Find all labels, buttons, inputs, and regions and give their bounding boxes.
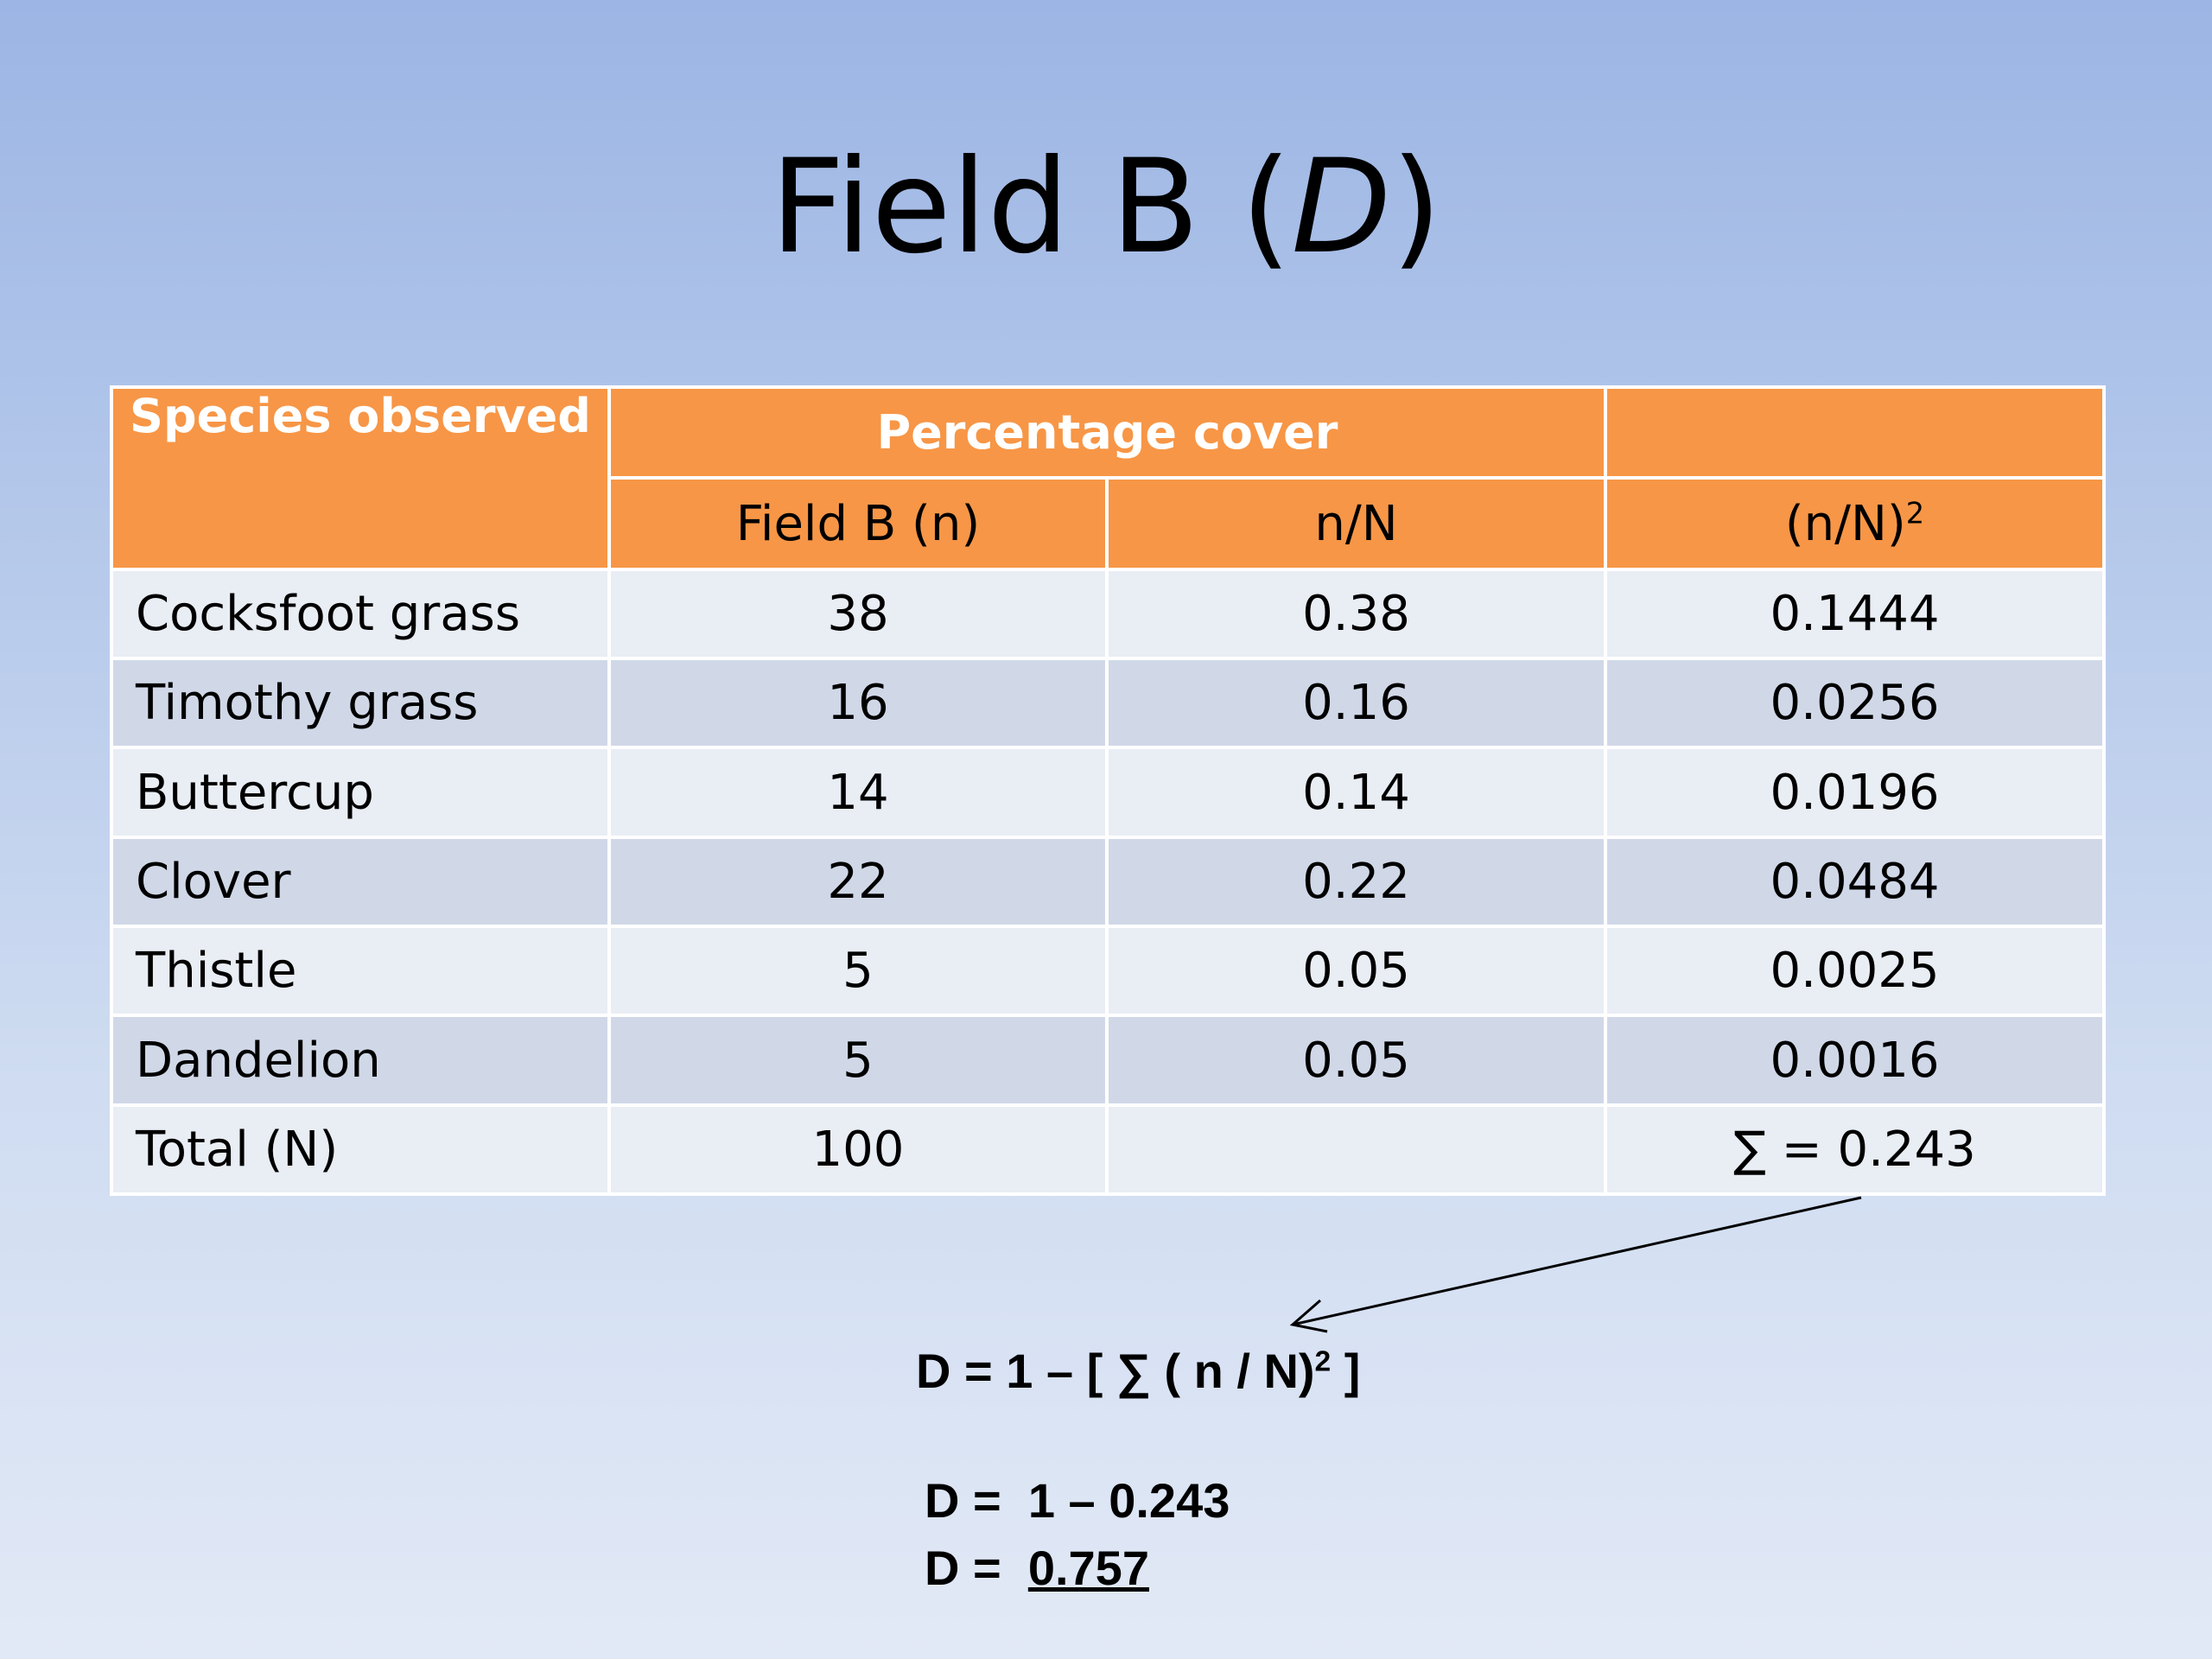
header-squared-sup: 2 bbox=[1905, 495, 1925, 530]
cell-field-b-n: 14 bbox=[607, 746, 1109, 839]
cell-n-over-n: 0.16 bbox=[1105, 657, 1607, 750]
header-field-b-n: Field B (n) bbox=[607, 476, 1109, 571]
table-row: Clover 22 0.22 0.0484 bbox=[110, 835, 2106, 929]
formula-definition: D = 1 – [ ∑ ( n / N)2 ] bbox=[916, 1341, 1360, 1402]
title-text: Field B ( bbox=[770, 132, 1292, 283]
cell-n-over-n-squared: 0.0025 bbox=[1604, 925, 2106, 1018]
table-row: Cocksfoot grass 38 0.38 0.1444 bbox=[110, 567, 2106, 661]
cell-species: Thistle bbox=[110, 925, 611, 1018]
cell-n-over-n: 0.14 bbox=[1105, 746, 1607, 839]
header-n-over-n: n/N bbox=[1105, 476, 1607, 571]
table-row: Buttercup 14 0.14 0.0196 bbox=[110, 746, 2106, 839]
table-total-row: Total (N) 100 ∑ = 0.243 bbox=[110, 1103, 2106, 1197]
slide-title: Field B (D) bbox=[0, 138, 2212, 276]
formula-definition-end: ] bbox=[1331, 1344, 1361, 1398]
cell-species: Cocksfoot grass bbox=[110, 567, 611, 661]
cell-n-over-n-squared: 0.0256 bbox=[1604, 657, 2106, 750]
cell-n-over-n-squared: 0.1444 bbox=[1604, 567, 2106, 661]
title-close-paren: ) bbox=[1391, 132, 1442, 283]
title-italic-d: D bbox=[1291, 132, 1391, 283]
cell-n-over-n: 0.05 bbox=[1105, 1014, 1607, 1107]
table-row: Dandelion 5 0.05 0.0016 bbox=[110, 1014, 2106, 1107]
header-empty bbox=[1604, 385, 2106, 480]
cell-n-over-n-squared: 0.0196 bbox=[1604, 746, 2106, 839]
header-n-over-n-squared: (n/N)2 bbox=[1604, 476, 2106, 571]
total-sum: ∑ = 0.243 bbox=[1604, 1103, 2106, 1197]
table-row: Thistle 5 0.05 0.0025 bbox=[110, 925, 2106, 1018]
table-body: Cocksfoot grass 38 0.38 0.1444 Timothy grass… bbox=[110, 567, 2106, 1107]
cell-n-over-n-squared: 0.0016 bbox=[1604, 1014, 2106, 1107]
cell-field-b-n: 38 bbox=[607, 567, 1109, 661]
cell-field-b-n: 5 bbox=[607, 1014, 1109, 1107]
formula-result: D = 0.757 bbox=[925, 1538, 1149, 1599]
cell-species: Clover bbox=[110, 835, 611, 929]
cell-n-over-n: 0.22 bbox=[1105, 835, 1607, 929]
cell-field-b-n: 5 bbox=[607, 925, 1109, 1018]
cell-species: Dandelion bbox=[110, 1014, 611, 1107]
cell-field-b-n: 16 bbox=[607, 657, 1109, 750]
species-table: Species observed Percentage cover Field … bbox=[110, 385, 2106, 1197]
table-group-header-row: Species observed Percentage cover bbox=[110, 385, 2106, 571]
table-row: Timothy grass 16 0.16 0.0256 bbox=[110, 657, 2106, 750]
formula-definition-sup: 2 bbox=[1314, 1345, 1332, 1378]
formula-result-value: 0.757 bbox=[1027, 1541, 1149, 1595]
cell-n-over-n: 0.38 bbox=[1105, 567, 1607, 661]
header-species-observed: Species observed bbox=[110, 385, 611, 571]
header-percentage-cover: Percentage cover bbox=[607, 385, 1607, 480]
total-n: 100 bbox=[607, 1103, 1109, 1197]
cell-n-over-n-squared: 0.0484 bbox=[1604, 835, 2106, 929]
formula-substitution: D = 1 – 0.243 bbox=[925, 1473, 1230, 1528]
formula-result-prefix: D = bbox=[925, 1541, 1028, 1595]
cell-species: Buttercup bbox=[110, 746, 611, 839]
cell-n-over-n: 0.05 bbox=[1105, 925, 1607, 1018]
arrow-line bbox=[1292, 1196, 1862, 1326]
formula-definition-main: D = 1 – [ ∑ ( n / N) bbox=[916, 1344, 1315, 1398]
arrow-head bbox=[1289, 1299, 1328, 1333]
cell-field-b-n: 22 bbox=[607, 835, 1109, 929]
total-label: Total (N) bbox=[110, 1103, 611, 1197]
header-squared-text: (n/N) bbox=[1784, 495, 1906, 552]
cell-species: Timothy grass bbox=[110, 657, 611, 750]
table-sub-header-row: Field B (n) n/N (n/N)2 bbox=[111, 476, 2106, 571]
total-ratio bbox=[1105, 1103, 1607, 1197]
